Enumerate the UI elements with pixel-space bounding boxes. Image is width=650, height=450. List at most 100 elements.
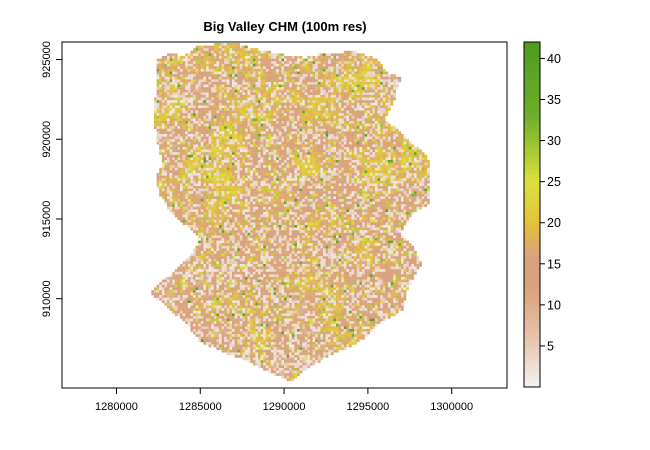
raster-cell [159, 113, 162, 116]
raster-cell [172, 178, 175, 181]
raster-cell [372, 141, 376, 145]
raster-cell [323, 162, 326, 166]
raster-cell [260, 76, 264, 80]
raster-cell [219, 186, 222, 189]
raster-cell [247, 121, 251, 124]
raster-cell [382, 89, 386, 93]
raster-cell [260, 71, 264, 75]
raster-cell [362, 76, 365, 80]
raster-cell [159, 87, 162, 90]
raster-cell [161, 115, 165, 119]
raster-cell [198, 53, 201, 57]
raster-cell [211, 58, 214, 62]
raster-cell [297, 149, 300, 153]
raster-cell [354, 71, 357, 75]
raster-cell [362, 186, 365, 189]
raster-cell [411, 160, 415, 163]
raster-cell [333, 69, 337, 72]
raster-cell [185, 113, 188, 116]
raster-cell [323, 183, 326, 187]
raster-cell [271, 97, 274, 101]
raster-cell [354, 92, 357, 96]
raster-cell [164, 141, 168, 145]
raster-cell [377, 157, 381, 161]
raster-cell [343, 160, 347, 163]
raster-cell [284, 113, 287, 116]
raster-cell [245, 61, 248, 64]
raster-cell [281, 56, 285, 59]
raster-cell [377, 186, 381, 189]
raster-cell [172, 152, 175, 155]
raster-cell [190, 149, 194, 153]
raster-cell [356, 162, 360, 166]
raster-cell [180, 183, 183, 187]
raster-cell [385, 162, 389, 166]
raster-cell [351, 175, 355, 179]
raster-cell [180, 82, 183, 85]
raster-cell [336, 63, 339, 67]
raster-cell [317, 170, 321, 174]
raster-cell [304, 173, 308, 176]
raster-cell [203, 123, 207, 127]
raster-cell [411, 173, 415, 176]
raster-cell [336, 147, 339, 150]
raster-cell [219, 180, 222, 184]
raster-cell [211, 180, 214, 184]
raster-cell [247, 123, 251, 127]
raster-cell [263, 79, 266, 83]
raster-cell [221, 178, 225, 181]
raster-cell [219, 165, 222, 168]
raster-cell [406, 152, 409, 155]
raster-cell [367, 87, 370, 90]
raster-cell [252, 118, 256, 122]
raster-cell [198, 61, 201, 64]
raster-cell [341, 53, 344, 57]
raster-cell [403, 186, 407, 189]
raster-cell [372, 82, 376, 85]
raster-cell [237, 178, 240, 181]
raster-cell [182, 82, 186, 85]
raster-cell [304, 170, 308, 174]
raster-cell [229, 87, 233, 90]
raster-cell [395, 136, 399, 140]
raster-cell [359, 154, 363, 158]
raster-cell [169, 100, 173, 103]
raster-cell [382, 118, 386, 122]
raster-cell [393, 186, 396, 189]
raster-cell [164, 87, 168, 90]
raster-cell [310, 186, 313, 189]
raster-cell [239, 115, 243, 119]
raster-cell [328, 108, 331, 111]
raster-cell [260, 136, 264, 140]
raster-cell [297, 186, 300, 189]
raster-cell [317, 100, 321, 103]
raster-cell [286, 76, 290, 80]
raster-cell [323, 87, 326, 90]
raster-cell [226, 152, 230, 155]
raster-cell [190, 74, 194, 77]
raster-cell [234, 183, 238, 187]
raster-cell [180, 56, 183, 59]
raster-cell [167, 134, 170, 137]
raster-cell [281, 162, 285, 166]
raster-cell [299, 84, 303, 88]
raster-cell [234, 126, 238, 129]
raster-cell [310, 157, 313, 161]
raster-cell [406, 186, 409, 189]
raster-cell [237, 92, 240, 96]
raster-cell [390, 136, 394, 140]
raster-cell [245, 105, 248, 109]
raster-cell [385, 82, 389, 85]
raster-cell [351, 139, 355, 142]
raster-cell [252, 105, 256, 109]
raster-cell [203, 113, 207, 116]
raster-cell [164, 178, 168, 181]
raster-cell [286, 170, 290, 174]
raster-cell [211, 183, 214, 187]
raster-cell [281, 139, 285, 142]
raster-cell [232, 105, 235, 109]
raster-cell [336, 186, 339, 189]
raster-cell [377, 95, 381, 98]
raster-cell [351, 152, 355, 155]
raster-cell [226, 154, 230, 158]
